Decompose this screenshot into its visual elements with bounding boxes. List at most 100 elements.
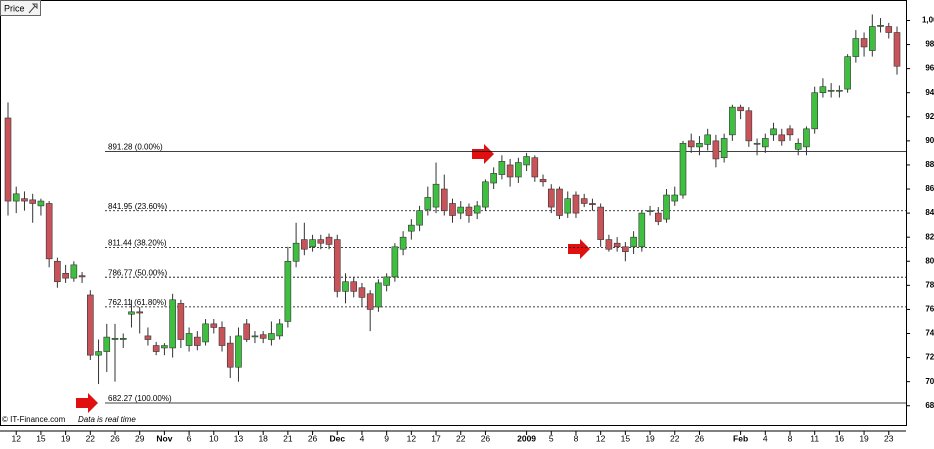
candle-body: [523, 156, 530, 166]
x-tick-label: 15: [36, 433, 46, 443]
candle-body: [506, 164, 514, 178]
x-tick-label: 26: [481, 433, 491, 443]
candle-body: [325, 236, 333, 245]
candle-body: [605, 239, 613, 250]
x-tick-label: 10: [209, 433, 219, 443]
y-tick-label: 700: [925, 377, 934, 386]
candle-body: [761, 138, 769, 148]
fib-label: 841.95 (23.60%): [108, 202, 167, 211]
candle-body: [301, 239, 308, 250]
candle-body: [399, 236, 407, 250]
candle-body: [243, 323, 251, 340]
candle-body: [251, 335, 259, 338]
candle-body: [21, 198, 28, 202]
candle-body: [457, 206, 465, 214]
x-tick-label: 19: [859, 433, 869, 443]
y-tick-label: 960: [925, 64, 934, 73]
candle-body: [589, 203, 596, 205]
candle-body: [597, 206, 604, 240]
arrow: [76, 393, 98, 413]
x-tick-label: 29: [135, 433, 145, 443]
candle-body: [259, 334, 267, 339]
candle-body: [95, 351, 102, 356]
y-tick-label: 780: [925, 280, 934, 289]
wrench-icon[interactable]: [28, 3, 38, 14]
y-tick-label: 940: [925, 88, 934, 97]
candle-body: [119, 338, 127, 340]
candle-body: [202, 323, 209, 343]
candle-body: [580, 198, 588, 204]
candle-body: [292, 242, 300, 262]
candle-body: [679, 142, 687, 196]
candle-body: [547, 188, 555, 208]
arrow: [472, 144, 494, 164]
candle-body: [638, 212, 646, 248]
candle-body: [185, 333, 193, 346]
source: © IT-Finance.com: [2, 415, 66, 424]
candle-body: [177, 303, 185, 340]
candle-body: [885, 26, 893, 33]
arrow: [568, 239, 590, 259]
x-tick-label: 22: [670, 433, 680, 443]
candle-body: [498, 161, 506, 175]
candle-body: [152, 345, 160, 352]
candle-body: [424, 197, 432, 210]
candle-body: [144, 335, 152, 340]
candle-body: [350, 281, 358, 292]
candle-body: [375, 282, 382, 308]
candle-body: [482, 181, 489, 208]
candle-body: [169, 299, 176, 349]
candle-body: [515, 162, 522, 178]
candle-body: [572, 194, 580, 214]
y-tick-label: 980: [925, 40, 934, 49]
x-tick-label: 12: [407, 433, 417, 443]
candle-body: [54, 260, 61, 283]
candle-body: [408, 224, 415, 232]
x-tick-label: 12: [11, 433, 21, 443]
candle-body: [531, 157, 539, 178]
candle-body: [194, 336, 201, 346]
x-tick-label: 26: [695, 433, 705, 443]
legend-label: Price: [4, 3, 25, 13]
y-tick-label: 860: [925, 184, 934, 193]
candle-body: [794, 142, 802, 150]
candle-body: [852, 38, 860, 57]
candle-body: [317, 239, 325, 244]
x-tick-label: 17: [431, 433, 441, 443]
candle-body: [416, 210, 423, 226]
candle-body: [358, 287, 366, 298]
candle-body: [136, 311, 144, 314]
y-tick-label: 1,000: [922, 16, 934, 25]
y-tick-label: 920: [925, 112, 934, 121]
candle-body: [622, 246, 629, 252]
candle-body: [819, 86, 827, 94]
x-tick-label: 13: [234, 433, 244, 443]
candle-body: [811, 92, 818, 130]
candle-body: [37, 200, 45, 207]
candle-body: [70, 264, 78, 279]
candle-body: [284, 260, 292, 322]
x-tick-label: 12: [596, 433, 606, 443]
candle-body: [87, 294, 94, 356]
note: Data is real time: [78, 415, 136, 424]
candle-body: [770, 128, 777, 136]
x-tick-label: 2009: [517, 433, 536, 443]
x-tick-label: Dec: [329, 433, 345, 443]
candle-body: [235, 335, 242, 368]
x-tick-label: 26: [110, 433, 120, 443]
candle-body: [432, 183, 440, 208]
candle-body: [4, 117, 12, 202]
candle-body: [226, 342, 234, 368]
candle-body: [729, 106, 736, 136]
x-tick-label: 21: [283, 433, 293, 443]
candle-body: [663, 194, 670, 220]
candle-body: [696, 142, 703, 148]
candle-body: [29, 199, 36, 204]
x-tick-label: Nov: [156, 433, 172, 443]
candle-body: [128, 311, 135, 315]
candle-body: [342, 281, 349, 292]
candle-body: [383, 276, 390, 286]
candle-body: [720, 138, 728, 159]
x-tick-label: 4: [360, 433, 365, 443]
